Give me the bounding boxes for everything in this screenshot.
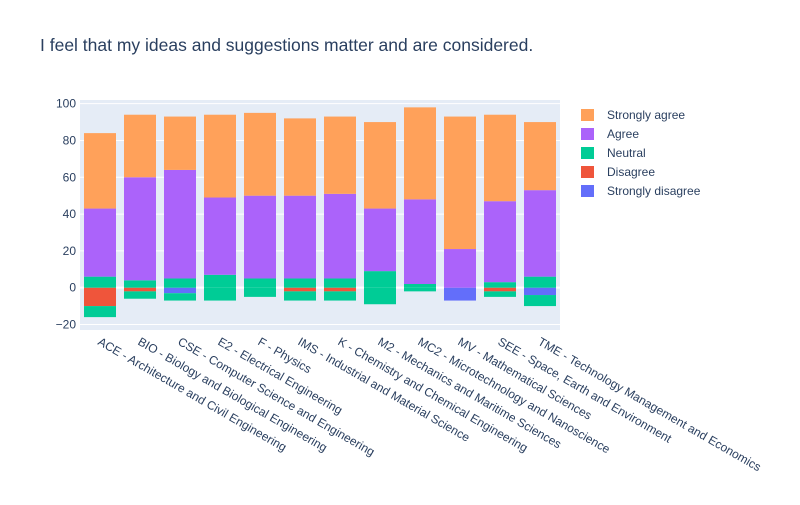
legend-label: Strongly disagree (607, 184, 701, 198)
grid-layer (80, 103, 560, 325)
bar (524, 190, 556, 277)
legend-label: Strongly agree (607, 108, 685, 122)
bar (164, 169, 196, 279)
bar (484, 282, 516, 288)
bar (444, 249, 476, 288)
plot-background (80, 100, 560, 330)
legend-swatch (581, 185, 594, 197)
y-tick-label: 0 (69, 281, 76, 295)
bar (124, 291, 156, 299)
legend-swatch (581, 147, 594, 159)
bar (364, 208, 396, 272)
bar (404, 199, 436, 284)
bar (124, 280, 156, 288)
legend-label: Disagree (607, 165, 655, 179)
bar (484, 114, 516, 202)
legend-label: Neutral (607, 146, 646, 160)
bar (524, 122, 556, 191)
bar (84, 276, 116, 288)
y-axis-ticks: −20 0 20 40 60 80 100 (56, 97, 77, 332)
bar (244, 195, 276, 279)
bar (524, 295, 556, 307)
bar (284, 287, 316, 292)
bar (324, 278, 356, 288)
y-tick-label: 80 (63, 133, 77, 147)
y-tick-label: 40 (63, 207, 77, 221)
legend-swatch (581, 166, 594, 178)
bar (284, 195, 316, 279)
y-tick-label: 60 (63, 170, 77, 184)
bar (484, 287, 516, 292)
x-axis-ticks: ACE - Architecture and Civil Engineering… (96, 334, 764, 474)
bar (484, 291, 516, 297)
bar (124, 177, 156, 281)
legend-label: Agree (607, 127, 639, 141)
bar (244, 112, 276, 196)
bar (164, 293, 196, 301)
bar (244, 278, 276, 288)
bar (404, 107, 436, 200)
bar (124, 114, 156, 178)
bar (524, 276, 556, 288)
bar (444, 287, 476, 301)
bar (324, 193, 356, 279)
y-tick-label: −20 (56, 317, 77, 331)
bar (204, 197, 236, 275)
y-tick-label: 100 (56, 97, 76, 111)
y-tick-label: 20 (63, 244, 77, 258)
legend-swatch (581, 109, 594, 121)
bar (324, 116, 356, 194)
bar (324, 291, 356, 301)
legend-swatch (581, 128, 594, 140)
bar (204, 114, 236, 198)
bar (164, 116, 196, 170)
chart-title: I feel that my ideas and suggestions mat… (40, 35, 533, 55)
bar (244, 287, 276, 297)
bar (164, 278, 196, 288)
bar (124, 287, 156, 292)
bar (164, 287, 196, 294)
bar (404, 284, 436, 288)
bar (364, 122, 396, 209)
bar (484, 201, 516, 283)
bar (204, 287, 236, 301)
bar (324, 287, 356, 292)
bar (84, 287, 116, 307)
bar (204, 274, 236, 288)
bars-layer (84, 107, 556, 318)
bar (284, 118, 316, 196)
bar (84, 306, 116, 318)
bar (364, 287, 396, 305)
bar (524, 287, 556, 296)
legend: Strongly agree Agree Neutral Disagree Strong… (581, 108, 701, 198)
bar (364, 271, 396, 288)
bar (84, 208, 116, 277)
bar (284, 291, 316, 301)
bar (284, 278, 316, 288)
bar (84, 133, 116, 209)
bar (444, 116, 476, 250)
bar (404, 287, 436, 292)
